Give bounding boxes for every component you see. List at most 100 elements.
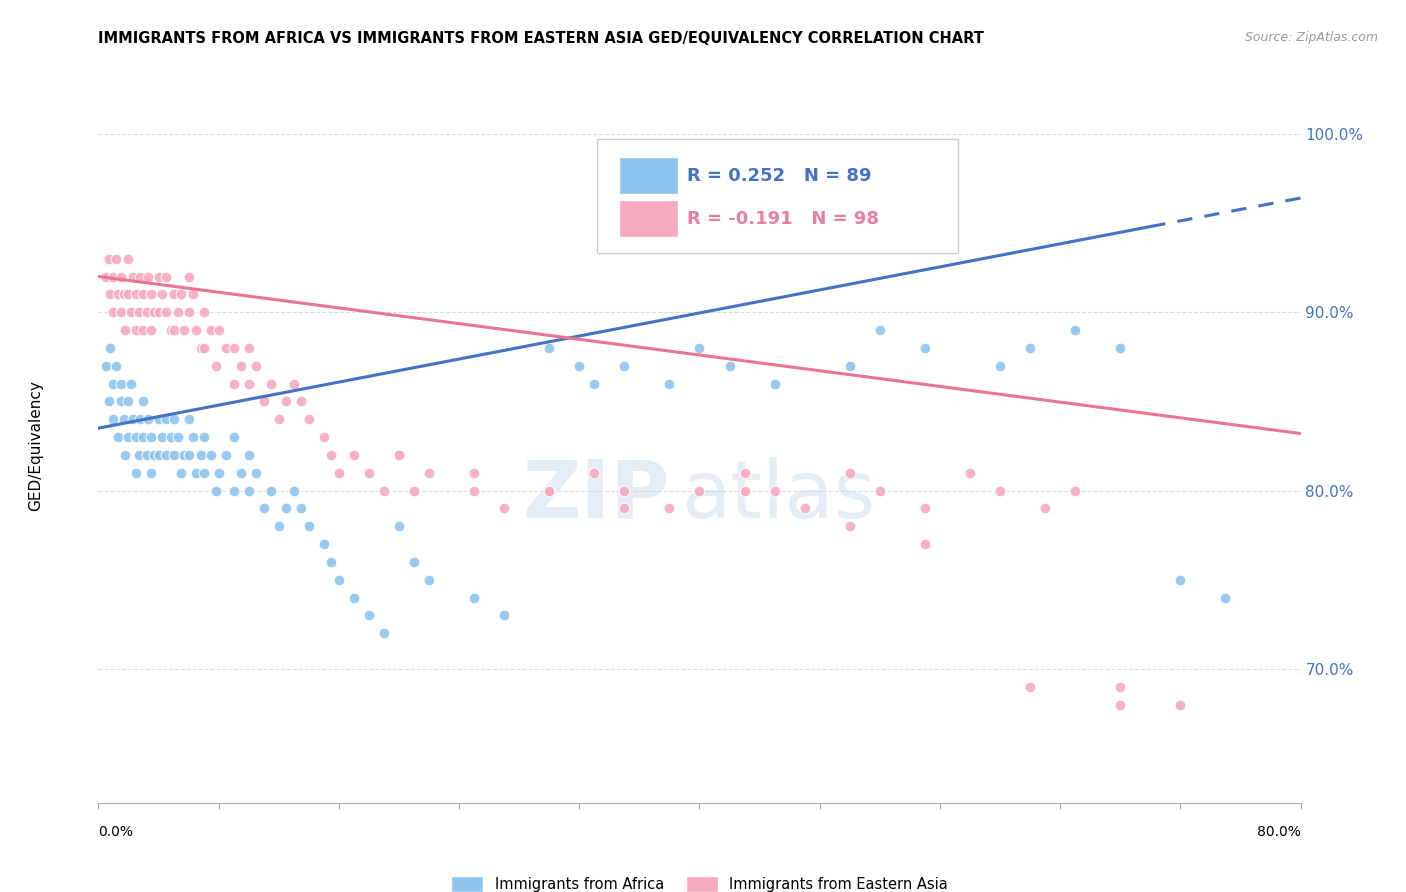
Point xyxy=(734,466,756,480)
Point xyxy=(988,483,1011,498)
Point xyxy=(208,323,231,337)
Point xyxy=(222,341,245,355)
Point xyxy=(312,430,335,444)
Point xyxy=(208,466,231,480)
Text: 80.0%: 80.0% xyxy=(1257,825,1301,839)
Point xyxy=(658,376,681,391)
Legend: Immigrants from Africa, Immigrants from Eastern Asia: Immigrants from Africa, Immigrants from … xyxy=(451,876,948,892)
Point xyxy=(177,269,200,284)
Point xyxy=(150,287,173,301)
Point xyxy=(328,466,350,480)
Point xyxy=(103,412,125,426)
Point xyxy=(125,323,148,337)
Point xyxy=(143,305,166,319)
Point xyxy=(107,287,129,301)
FancyBboxPatch shape xyxy=(619,200,678,237)
Point xyxy=(538,483,561,498)
Point xyxy=(125,466,148,480)
Point xyxy=(231,466,253,480)
Point xyxy=(100,287,122,301)
Point xyxy=(215,448,238,462)
Point xyxy=(193,430,215,444)
Point xyxy=(388,519,411,533)
Point xyxy=(114,323,136,337)
Point xyxy=(418,573,440,587)
Point xyxy=(112,412,135,426)
Point xyxy=(107,430,129,444)
Point xyxy=(869,483,891,498)
Point xyxy=(110,305,132,319)
Point xyxy=(959,466,981,480)
Point xyxy=(357,466,380,480)
Point xyxy=(105,252,128,266)
Point xyxy=(112,287,135,301)
Point xyxy=(135,305,157,319)
Point xyxy=(117,394,139,409)
Text: ZIP: ZIP xyxy=(522,457,669,535)
Point xyxy=(190,448,212,462)
Point xyxy=(494,608,516,623)
Point xyxy=(125,430,148,444)
Point xyxy=(200,448,222,462)
Point xyxy=(388,448,411,462)
Point xyxy=(231,359,253,373)
Point xyxy=(914,501,936,516)
Point xyxy=(494,501,516,516)
Point xyxy=(583,466,606,480)
Point xyxy=(97,394,120,409)
Point xyxy=(105,359,128,373)
Point xyxy=(167,430,190,444)
Point xyxy=(538,341,561,355)
Point xyxy=(155,448,177,462)
Point xyxy=(159,323,181,337)
Point xyxy=(914,537,936,551)
Point xyxy=(177,412,200,426)
Text: Source: ZipAtlas.com: Source: ZipAtlas.com xyxy=(1244,31,1378,45)
Point xyxy=(1170,698,1192,712)
Point xyxy=(988,359,1011,373)
Point xyxy=(763,376,786,391)
Point xyxy=(734,483,756,498)
Point xyxy=(114,448,136,462)
Point xyxy=(136,412,159,426)
Point xyxy=(143,448,166,462)
Point xyxy=(1064,323,1087,337)
Point xyxy=(100,341,122,355)
Point xyxy=(343,591,366,605)
Point xyxy=(1033,501,1056,516)
Point xyxy=(290,394,312,409)
Point xyxy=(155,305,177,319)
Point xyxy=(139,323,162,337)
Point xyxy=(139,430,162,444)
Point xyxy=(290,501,312,516)
Point xyxy=(238,376,260,391)
Point xyxy=(298,519,321,533)
Point xyxy=(132,287,155,301)
Point xyxy=(159,430,181,444)
Point xyxy=(150,430,173,444)
Point xyxy=(139,287,162,301)
Point xyxy=(132,394,155,409)
Point xyxy=(190,341,212,355)
Point xyxy=(283,483,305,498)
Point xyxy=(155,412,177,426)
Point xyxy=(177,448,200,462)
Point xyxy=(139,466,162,480)
Point xyxy=(204,483,226,498)
Point xyxy=(222,430,245,444)
Point xyxy=(170,287,193,301)
Text: atlas: atlas xyxy=(682,457,876,535)
Point xyxy=(1109,341,1132,355)
Point xyxy=(193,341,215,355)
Point xyxy=(132,323,155,337)
Point xyxy=(97,252,120,266)
Point xyxy=(388,448,411,462)
Text: R = 0.252   N = 89: R = 0.252 N = 89 xyxy=(688,168,872,186)
Point xyxy=(463,591,485,605)
Point xyxy=(173,448,195,462)
Point xyxy=(184,323,207,337)
Point xyxy=(238,483,260,498)
Point xyxy=(129,412,152,426)
Point xyxy=(148,305,170,319)
Point xyxy=(312,537,335,551)
